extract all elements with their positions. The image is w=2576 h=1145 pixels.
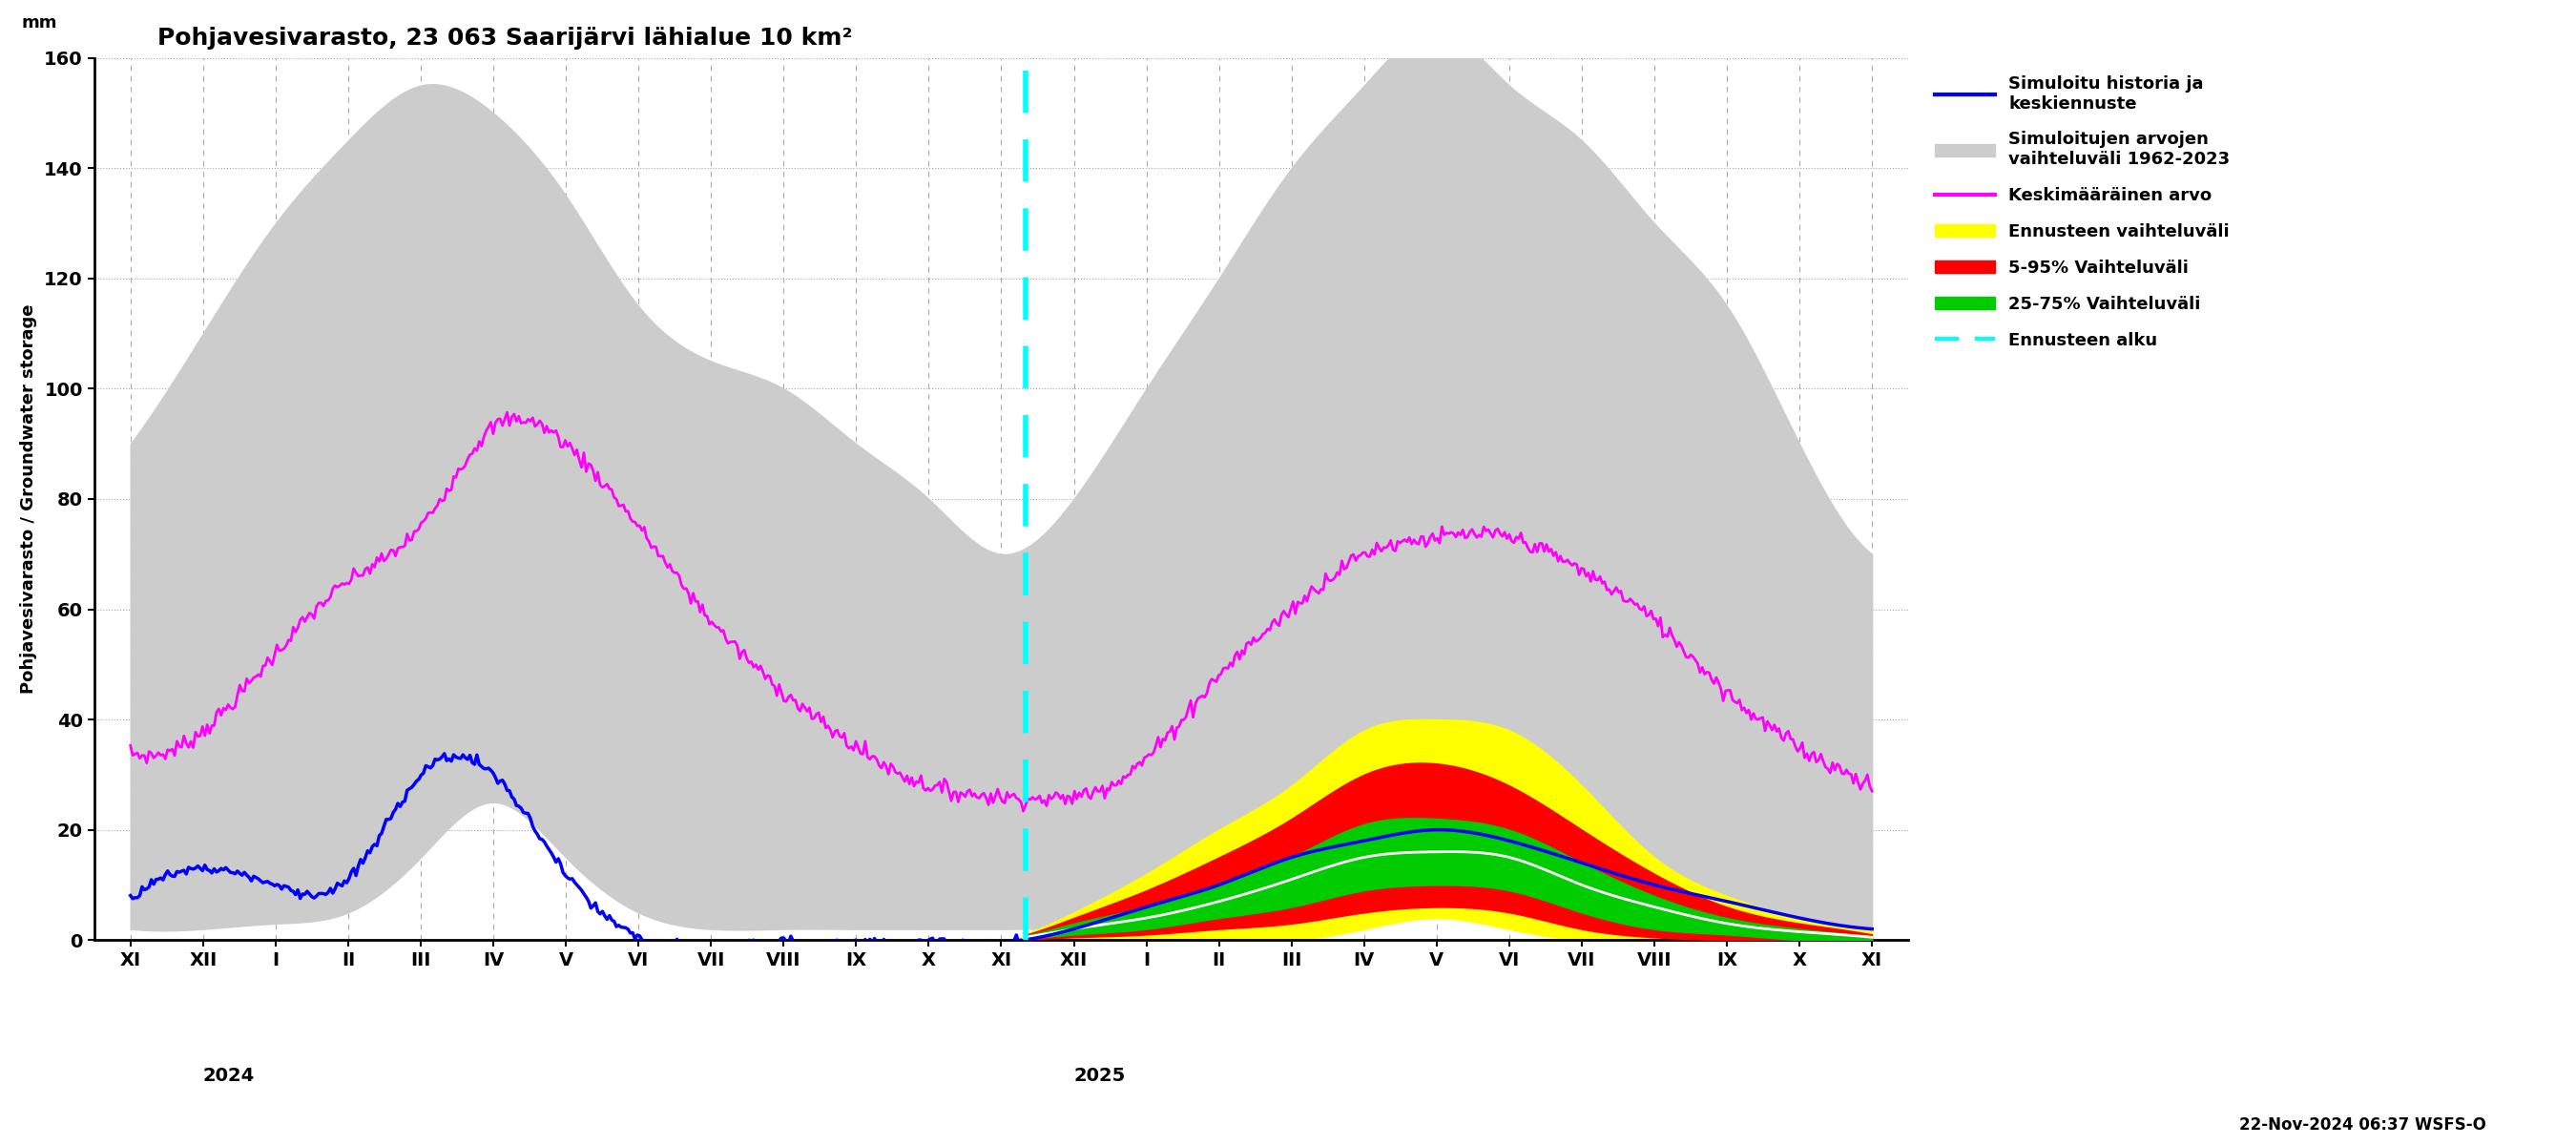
Text: 2025: 2025 [1074, 1067, 1126, 1085]
Legend: Simuloitu historia ja
keskiennuste, Simuloitujen arvojen
vaihteluväli 1962-2023,: Simuloitu historia ja keskiennuste, Simu… [1927, 66, 2239, 357]
Y-axis label: Pohjavesivarasto / Groundwater storage: Pohjavesivarasto / Groundwater storage [21, 305, 39, 694]
Text: 2024: 2024 [204, 1067, 255, 1085]
Text: mm: mm [21, 14, 57, 31]
Text: 22-Nov-2024 06:37 WSFS-O: 22-Nov-2024 06:37 WSFS-O [2239, 1116, 2486, 1134]
Text: Pohjavesivarasto, 23 063 Saarijärvi lähialue 10 km²: Pohjavesivarasto, 23 063 Saarijärvi lähi… [157, 26, 853, 49]
